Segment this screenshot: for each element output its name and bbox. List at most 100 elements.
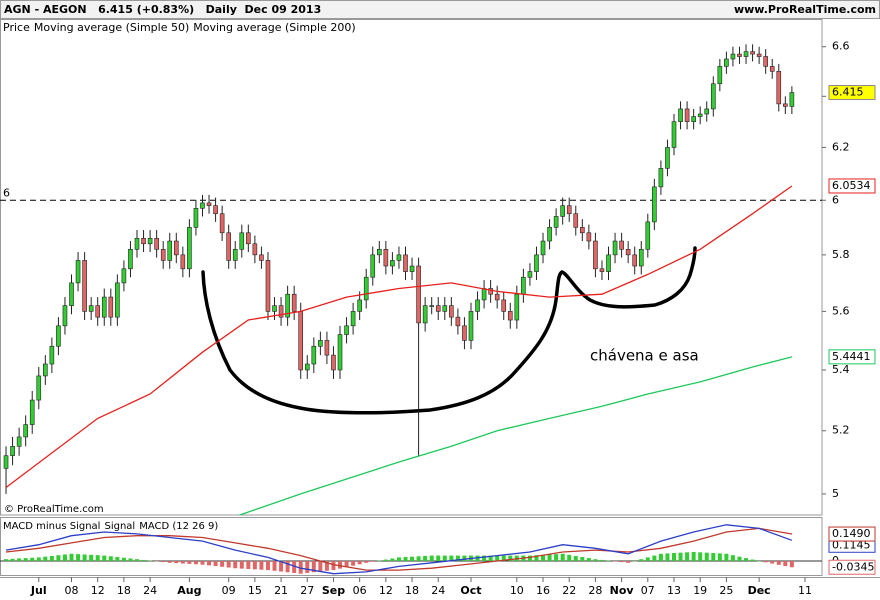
- histogram-bar: [233, 561, 238, 569]
- candle-body: [684, 108, 690, 122]
- legend-label: Price: [3, 21, 30, 34]
- candle-body: [481, 288, 487, 301]
- histogram-bar: [167, 561, 172, 563]
- x-tick-label: 15: [248, 584, 262, 597]
- candle-body: [789, 92, 795, 107]
- candle-body: [115, 282, 120, 318]
- candle-body: [82, 260, 87, 312]
- candle-body: [553, 216, 559, 228]
- histogram-bar: [711, 553, 716, 562]
- source: www.ProRealTime.com: [734, 3, 876, 16]
- histogram-bar: [717, 553, 722, 562]
- candle-body: [167, 240, 173, 261]
- histogram-bar: [455, 555, 460, 562]
- histogram-bar: [482, 555, 487, 562]
- candle-body: [514, 293, 520, 321]
- candle-body: [409, 265, 415, 272]
- legend-entry: Moving average (Simple 200): [193, 21, 355, 34]
- candle-body: [383, 249, 389, 267]
- histogram-bar: [580, 557, 585, 562]
- value-tag-label: 0.1490: [832, 527, 871, 540]
- candle-body: [462, 325, 467, 341]
- legend-entry: MACD minus Signal: [3, 521, 100, 532]
- candle-body: [226, 232, 231, 261]
- histogram-bar: [298, 561, 303, 574]
- histogram-bar: [658, 553, 663, 562]
- x-tick-label: Nov: [610, 584, 635, 597]
- histogram-bar: [763, 561, 768, 563]
- x-tick-label: 24: [431, 584, 445, 597]
- histogram-bar: [554, 554, 559, 562]
- histogram-bar: [495, 555, 500, 562]
- histogram-bar: [272, 561, 277, 571]
- candle-body: [599, 268, 605, 272]
- histogram-bar: [619, 561, 624, 563]
- candle-body: [521, 276, 526, 295]
- candle-body: [272, 305, 277, 312]
- candle-body: [488, 288, 493, 295]
- candle-body: [769, 66, 775, 72]
- x-tick-label: 06: [353, 584, 367, 597]
- candle-body: [566, 205, 572, 215]
- candle-body: [468, 311, 474, 341]
- histogram-bar: [331, 561, 336, 571]
- candle-body: [416, 265, 421, 324]
- candle-body: [128, 249, 133, 270]
- candle-body: [724, 58, 729, 67]
- candle-body: [134, 237, 140, 250]
- histogram-bar: [744, 558, 749, 562]
- candle-body: [75, 260, 81, 284]
- histogram-bar: [318, 561, 323, 572]
- y-tick-label: 5.2: [832, 424, 850, 437]
- x-tick-label: 11: [798, 584, 812, 597]
- candle-body: [645, 221, 651, 250]
- candle-body: [56, 325, 61, 347]
- histogram-bar: [43, 556, 48, 562]
- histogram-bar: [698, 552, 703, 562]
- candle-body: [285, 293, 290, 318]
- histogram-bar: [541, 554, 546, 562]
- legend-entry: Signal: [104, 521, 135, 532]
- histogram-bar: [691, 551, 696, 562]
- histogram-bar: [338, 561, 343, 569]
- candle-body: [232, 249, 238, 261]
- candle-body: [187, 227, 192, 270]
- value-tag: 0.1490: [828, 526, 876, 542]
- histogram-bar: [213, 561, 218, 567]
- watermark: © ProRealTime.com: [4, 504, 104, 515]
- candle-body: [763, 56, 768, 67]
- histogram-bar: [200, 561, 205, 565]
- histogram-bar: [370, 561, 375, 562]
- candle-body: [403, 254, 408, 272]
- histogram-bar: [357, 561, 362, 565]
- value-tag-label: 6.415: [832, 86, 864, 99]
- histogram-bar: [82, 554, 87, 562]
- histogram-bar: [69, 553, 74, 562]
- candle-body: [246, 232, 251, 245]
- histogram-bar: [501, 555, 506, 562]
- histogram-bar: [449, 555, 454, 562]
- histogram-bar: [606, 560, 611, 562]
- histogram-bar: [135, 559, 139, 562]
- candle-body: [560, 205, 565, 217]
- candle-body: [619, 240, 624, 250]
- x-tick-label: 25: [719, 584, 733, 597]
- histogram-bar: [141, 559, 146, 562]
- candle-body: [193, 208, 199, 228]
- histogram-bar: [115, 557, 120, 562]
- candle-body: [101, 296, 107, 318]
- x-tick-label: Dec: [748, 584, 771, 597]
- histogram-bar: [737, 556, 742, 562]
- histogram-bar: [351, 561, 356, 566]
- series-line: [5, 527, 793, 571]
- candle-body: [357, 299, 362, 312]
- price-panel: [0, 19, 823, 516]
- histogram-bar: [30, 557, 35, 562]
- candle-body: [311, 345, 317, 365]
- histogram-bar: [10, 558, 15, 562]
- candle-body: [776, 71, 782, 105]
- histogram-bar: [639, 559, 644, 562]
- histogram-bar: [750, 559, 755, 562]
- histogram-bar: [377, 560, 382, 562]
- histogram-bar: [626, 561, 631, 563]
